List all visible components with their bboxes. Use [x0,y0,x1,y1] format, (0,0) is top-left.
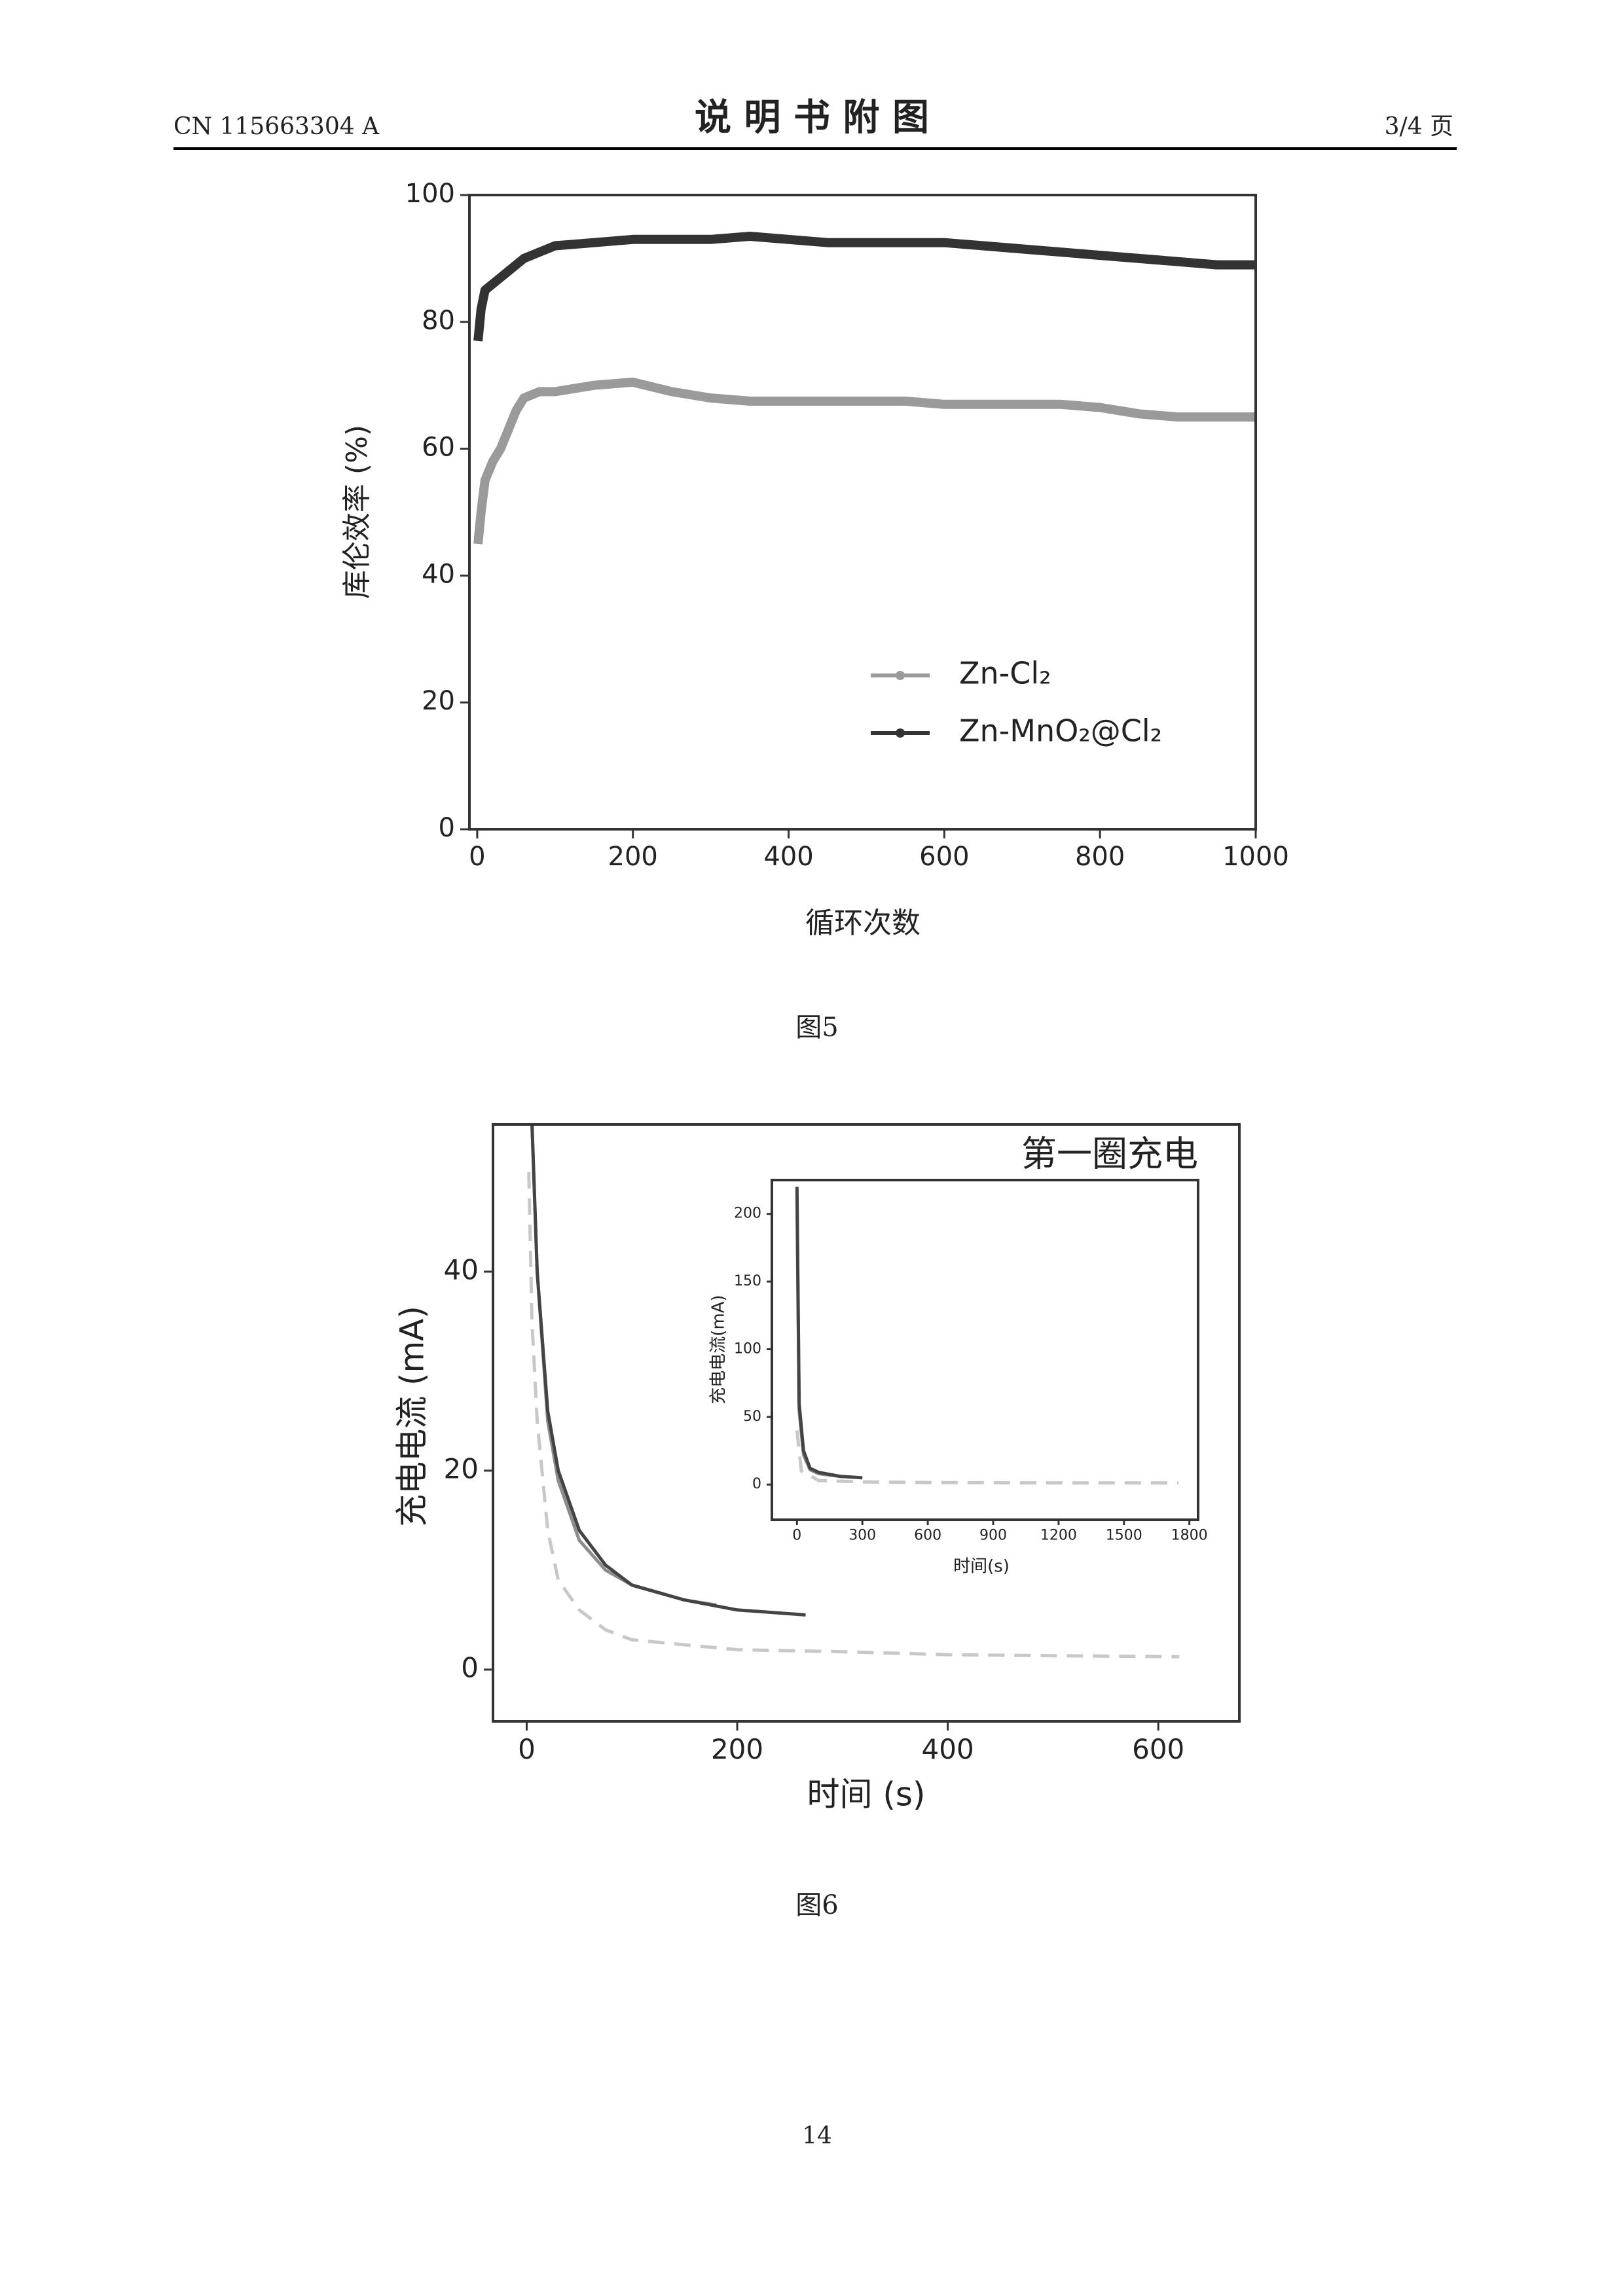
x-tick-label: 1000 [1222,842,1289,872]
x-tick-label: 200 [711,1733,763,1765]
x-tick-label: 200 [608,842,658,872]
legend-marker [896,671,905,680]
x-tick-label: 1200 [1040,1528,1077,1544]
y-tick-label: 60 [422,433,455,463]
y-tick-label: 40 [422,559,455,589]
y-tick-label: 20 [422,686,455,716]
plot-frame [468,194,1257,831]
series-line [530,1124,806,1617]
x-axis-label: 时间(s) [953,1557,1010,1577]
y-tick-label: 80 [422,306,455,336]
y-tick-label: 100 [405,179,455,209]
caption: 图5 [795,1013,838,1043]
y-tick-label: 50 [743,1408,761,1425]
x-tick-label: 400 [922,1733,974,1765]
x-axis-label: 时间 (s) [807,1776,926,1814]
y-tick-label: 150 [734,1273,761,1289]
plot-area [469,195,1256,829]
series-line [473,232,1256,342]
page-number: 14 [802,2123,832,2149]
header-right: 3/4 页 [1385,113,1453,140]
annotation: 第一圈充电 [1021,1134,1198,1175]
y-tick-label: 40 [444,1253,479,1285]
x-tick-label: 900 [979,1528,1007,1544]
y-axis-label: 充电电流(mA) [709,1295,729,1404]
x-tick-label: 0 [792,1528,801,1544]
header-title: 说 明 书 附 图 [695,96,929,139]
series-line [795,1430,1178,1485]
y-tick-label: 0 [439,813,455,843]
y-tick-label: 20 [444,1452,479,1484]
y-tick-label: 0 [752,1476,761,1492]
x-tick-label: 600 [919,842,969,872]
series-line [527,1172,1180,1659]
x-tick-label: 400 [763,842,813,872]
legend-label: Zn-Cl₂ [959,656,1051,691]
x-tick-label: 1500 [1106,1528,1142,1544]
x-tick-label: 600 [1132,1733,1184,1765]
series-line [473,377,1256,545]
x-tick-label: 1800 [1171,1528,1208,1544]
caption: 图6 [795,1890,838,1920]
x-tick-label: 0 [518,1733,536,1765]
y-axis-label: 充电电流 (mA) [393,1306,431,1527]
y-tick-label: 200 [734,1206,761,1222]
legend-marker [896,728,905,738]
x-axis-label: 循环次数 [805,906,921,940]
x-tick-label: 0 [469,842,485,872]
header-left: CN 115663304 A [173,113,380,140]
series-line [795,1187,863,1480]
x-tick-label: 300 [848,1528,876,1544]
x-tick-label: 800 [1075,842,1125,872]
y-axis-label: 库伦效率 (%) [340,425,374,599]
plot-area [772,1180,1198,1520]
x-tick-label: 600 [914,1528,941,1544]
y-tick-label: 100 [734,1340,761,1357]
y-tick-label: 0 [461,1651,479,1683]
legend-label: Zn-MnO₂@Cl₂ [959,713,1162,749]
plot-frame [492,1123,1241,1723]
